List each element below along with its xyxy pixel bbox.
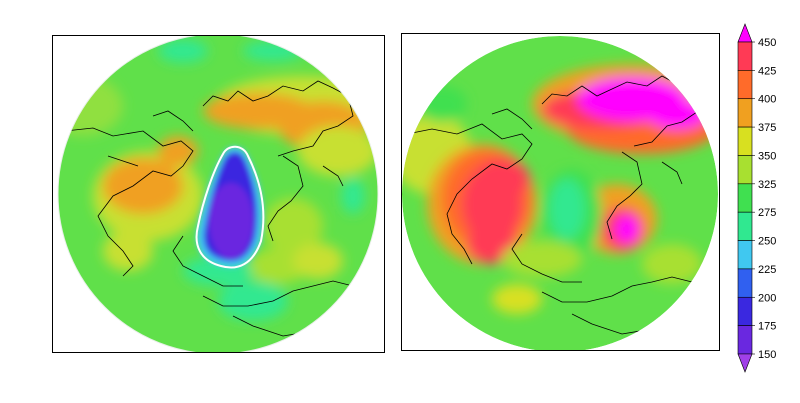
colorbar-swatch	[737, 240, 753, 270]
colorbar-swatch	[737, 126, 753, 156]
colorbar-tick-label: 250	[758, 236, 776, 248]
colorbar-tick-label: 150	[758, 349, 776, 361]
polar-field-right	[402, 36, 718, 350]
colorbar-swatch	[737, 183, 753, 213]
colorbar-tick-label: 275	[758, 207, 776, 219]
map-panel-right	[401, 33, 720, 351]
colorbar-tick-label: 425	[758, 65, 776, 77]
colorbar-swatch	[737, 70, 753, 100]
map-panel-left	[52, 35, 385, 353]
colorbar-tick-label: 225	[758, 264, 776, 276]
colorbar-swatch	[737, 98, 753, 128]
colorbar-swatch	[737, 155, 753, 185]
colorbar-swatches	[737, 23, 753, 373]
colorbar-swatch	[737, 325, 753, 355]
colorbar-labels: 450 425 400 375 350 325 275 250 225 200 175 150	[752, 37, 776, 361]
colorbar-swatch	[737, 211, 753, 241]
colorbar-swatch	[737, 296, 753, 326]
colorbar-legend: 450 425 400 375 350 325 275 250 225 200 175 150	[732, 14, 792, 373]
colorbar-top-arrow	[737, 23, 753, 43]
colorbar-tick-label: 375	[758, 122, 776, 134]
coastlines-left	[64, 80, 354, 337]
colorbar-swatch	[737, 268, 753, 298]
colorbar-tick-label: 175	[758, 321, 776, 333]
polar-field-left	[58, 36, 378, 352]
colorbar-bottom-arrow	[737, 353, 753, 373]
colorbar-tick-label: 200	[758, 292, 776, 304]
coastlines-right	[406, 75, 698, 335]
colorbar-tick-label: 450	[758, 37, 776, 49]
colorbar-swatch	[737, 41, 753, 71]
colorbar-tick-label: 400	[758, 94, 776, 106]
colorbar-tick-label: 325	[758, 179, 776, 191]
colorbar-tick-label: 350	[758, 150, 776, 162]
